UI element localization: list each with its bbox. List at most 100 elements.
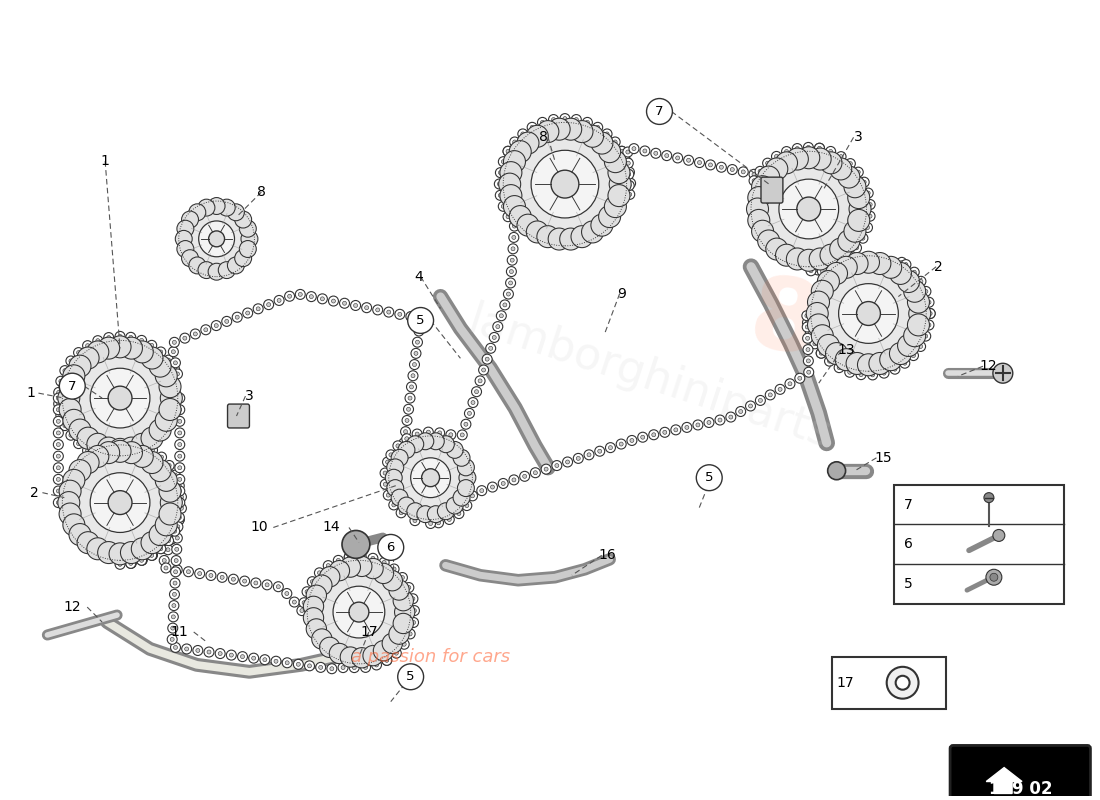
Circle shape <box>392 567 396 571</box>
Circle shape <box>498 173 520 195</box>
Circle shape <box>438 431 442 435</box>
Circle shape <box>910 267 920 277</box>
Circle shape <box>179 506 184 510</box>
Circle shape <box>838 284 899 343</box>
Circle shape <box>174 515 184 525</box>
Text: 6: 6 <box>386 541 395 554</box>
Circle shape <box>289 597 299 607</box>
Circle shape <box>77 451 99 474</box>
Circle shape <box>405 437 409 441</box>
Circle shape <box>56 466 60 470</box>
Circle shape <box>686 158 691 162</box>
Circle shape <box>395 471 405 482</box>
Circle shape <box>805 336 810 340</box>
Circle shape <box>506 150 510 154</box>
Circle shape <box>173 369 183 379</box>
Circle shape <box>428 506 444 522</box>
Circle shape <box>449 433 453 437</box>
Circle shape <box>59 421 69 430</box>
Circle shape <box>671 425 681 435</box>
Circle shape <box>126 558 136 568</box>
Circle shape <box>903 362 906 365</box>
Circle shape <box>54 387 64 398</box>
Circle shape <box>175 393 185 403</box>
Circle shape <box>411 374 415 378</box>
Text: 4: 4 <box>415 270 424 284</box>
Circle shape <box>386 450 396 460</box>
Circle shape <box>199 221 234 257</box>
Circle shape <box>616 439 626 449</box>
Circle shape <box>498 202 508 211</box>
Circle shape <box>804 367 814 377</box>
Circle shape <box>176 503 186 514</box>
Text: 8: 8 <box>539 130 548 144</box>
Circle shape <box>178 419 182 423</box>
Circle shape <box>169 590 179 599</box>
Circle shape <box>69 419 91 441</box>
Circle shape <box>54 498 64 507</box>
Circle shape <box>407 382 417 392</box>
Circle shape <box>519 471 529 482</box>
Circle shape <box>764 164 854 254</box>
Circle shape <box>389 564 399 574</box>
Circle shape <box>662 150 672 161</box>
Circle shape <box>69 355 91 377</box>
Circle shape <box>170 523 180 534</box>
Text: 1: 1 <box>101 154 110 168</box>
Circle shape <box>805 314 808 318</box>
Circle shape <box>156 347 166 357</box>
Circle shape <box>498 170 503 174</box>
Circle shape <box>262 580 272 590</box>
Circle shape <box>170 642 180 652</box>
Circle shape <box>231 578 235 582</box>
Circle shape <box>363 646 383 666</box>
Circle shape <box>175 462 185 473</box>
Circle shape <box>412 518 417 522</box>
Circle shape <box>478 379 482 383</box>
Circle shape <box>141 451 163 474</box>
Circle shape <box>623 147 632 157</box>
Circle shape <box>825 262 847 285</box>
Circle shape <box>172 615 175 619</box>
Circle shape <box>383 482 387 486</box>
Circle shape <box>785 379 795 389</box>
Circle shape <box>663 430 667 434</box>
Circle shape <box>169 537 174 541</box>
Circle shape <box>758 166 780 188</box>
Text: 9: 9 <box>617 286 626 301</box>
Circle shape <box>351 301 361 310</box>
Circle shape <box>924 298 934 307</box>
Circle shape <box>118 334 122 338</box>
Circle shape <box>848 186 870 209</box>
Circle shape <box>486 343 496 354</box>
Circle shape <box>409 385 414 389</box>
Circle shape <box>849 198 871 220</box>
Circle shape <box>408 632 412 636</box>
Circle shape <box>156 544 166 554</box>
Circle shape <box>63 514 85 536</box>
Circle shape <box>498 157 508 166</box>
Circle shape <box>900 358 910 368</box>
Circle shape <box>382 655 392 666</box>
Circle shape <box>768 393 772 397</box>
Circle shape <box>158 546 163 550</box>
Circle shape <box>504 150 526 173</box>
Circle shape <box>838 230 860 252</box>
Circle shape <box>116 331 125 342</box>
Circle shape <box>121 437 143 459</box>
Circle shape <box>59 366 69 375</box>
Circle shape <box>866 226 869 230</box>
Circle shape <box>92 450 102 461</box>
Circle shape <box>825 356 835 366</box>
Circle shape <box>285 661 289 665</box>
Circle shape <box>406 311 416 322</box>
Circle shape <box>460 433 464 437</box>
Circle shape <box>506 278 516 288</box>
Circle shape <box>482 354 492 364</box>
Circle shape <box>204 647 214 657</box>
Circle shape <box>170 470 180 480</box>
Circle shape <box>409 606 419 615</box>
Circle shape <box>109 543 131 565</box>
Circle shape <box>993 363 1013 383</box>
Circle shape <box>386 460 389 464</box>
